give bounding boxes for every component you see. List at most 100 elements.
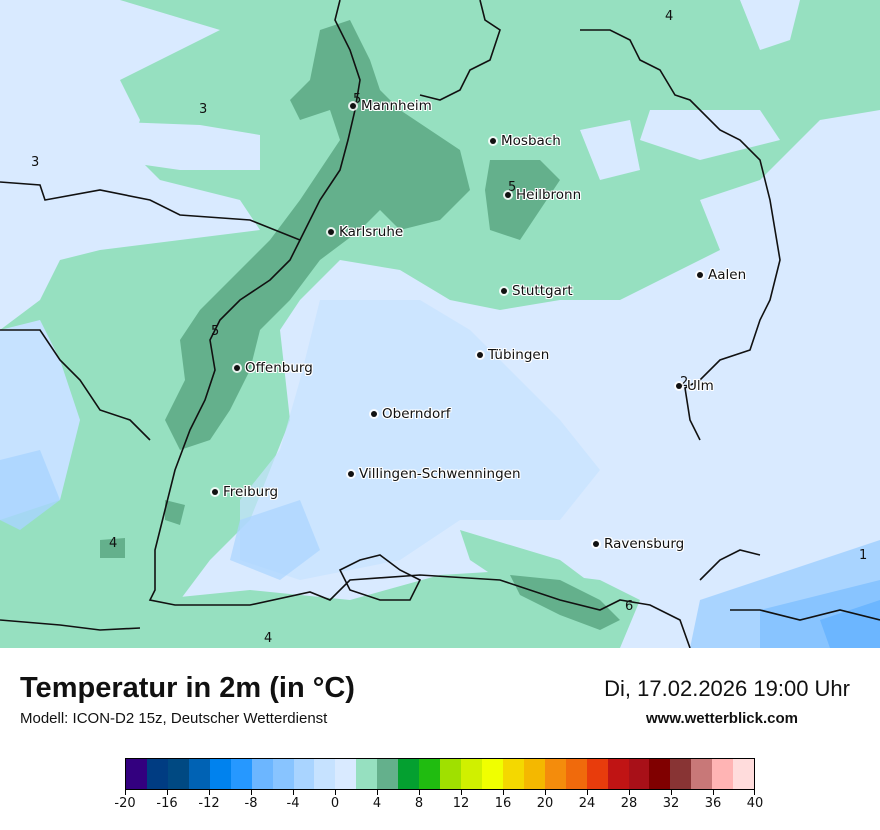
city-dot-icon	[490, 138, 496, 144]
colorbar-tick-label: 4	[372, 796, 382, 811]
city-label: Aalen	[708, 267, 747, 283]
city-label: Ulm	[687, 378, 714, 394]
colorbar-tick-label: -12	[198, 796, 220, 811]
colorbar-tick-label: 28	[620, 796, 638, 811]
colorbar-segment	[481, 759, 503, 789]
colorbar-segment	[502, 759, 524, 789]
contour-value-label: 3	[199, 102, 208, 117]
city-marker: Offenburg	[234, 360, 313, 376]
colorbar-segment	[440, 759, 461, 789]
colorbar-segment	[523, 759, 545, 789]
city-label: Villingen-Schwenningen	[359, 466, 521, 482]
colorbar-tick-label: 20	[536, 796, 554, 811]
city-label: Oberndorf	[382, 406, 451, 422]
colorbar-segment	[314, 759, 336, 789]
contour-value-label: 4	[109, 536, 118, 551]
colorbar-tick-label: 36	[704, 796, 722, 811]
colorbar-segment	[586, 759, 608, 789]
colorbar-tick-label: -8	[244, 796, 258, 811]
map-title: Temperatur in 2m (in °C)	[20, 672, 355, 704]
city-label: Mosbach	[501, 133, 561, 149]
city-marker: Mosbach	[490, 133, 561, 149]
colorbar-segment	[377, 759, 399, 789]
colorbar-tick	[293, 790, 294, 795]
colorbar-tick	[545, 790, 546, 795]
city-dot-icon	[328, 229, 334, 235]
colorbar-tick	[629, 790, 630, 795]
colorbar-segment	[126, 759, 147, 789]
colorbar-segment	[209, 759, 231, 789]
colorbar-tick	[209, 790, 210, 795]
colorbar-segment	[146, 759, 168, 789]
colorbar-segment	[691, 759, 713, 789]
colorbar-tick-label: 8	[414, 796, 424, 811]
contour-value-label: 4	[264, 631, 273, 646]
contour-value-label: 6	[625, 599, 634, 614]
city-marker: Stuttgart	[501, 283, 573, 299]
city-dot-icon	[697, 272, 703, 278]
colorbar-segment	[251, 759, 273, 789]
colorbar-segment	[419, 759, 441, 789]
city-dot-icon	[477, 352, 483, 358]
colorbar-segment	[733, 759, 755, 789]
colorbar-segment	[712, 759, 734, 789]
city-marker: Freiburg	[212, 484, 278, 500]
city-dot-icon	[350, 103, 356, 109]
city-dot-icon	[593, 541, 599, 547]
colorbar-segment	[356, 759, 378, 789]
city-marker: Tübingen	[477, 347, 549, 363]
city-label: Heilbronn	[516, 187, 582, 203]
temperature-map: 4 3 3 5 5 5 2 4 1 6 4 Mannheim Mosbach Heilbronn Karl…	[0, 0, 880, 648]
colorbar-tick-label: 12	[452, 796, 470, 811]
city-dot-icon	[676, 383, 682, 389]
city-dot-icon	[501, 288, 507, 294]
colorbar-tick	[503, 790, 504, 795]
colorbar-tick	[461, 790, 462, 795]
colorbar-tick	[335, 790, 336, 795]
colorbar-segment	[607, 759, 629, 789]
city-label: Offenburg	[245, 360, 313, 376]
colorbar-tick	[251, 790, 252, 795]
website-link[interactable]: www.wetterblick.com	[646, 710, 798, 727]
colorbar-segment	[398, 759, 420, 789]
colorbar-segment	[649, 759, 671, 789]
forecast-datetime: Di, 17.02.2026 19:00 Uhr	[604, 676, 850, 701]
colorbar-tick-label: 24	[578, 796, 596, 811]
colorbar-segment	[230, 759, 252, 789]
colorbar-tick-label: 16	[494, 796, 512, 811]
city-dot-icon	[505, 192, 511, 198]
colorbar-segment	[565, 759, 587, 789]
contour-value-label: 1	[859, 548, 868, 563]
city-marker: Ravensburg	[593, 536, 684, 552]
colorbar-tick	[377, 790, 378, 795]
colorbar-segment	[670, 759, 692, 789]
map-footer: Temperatur in 2m (in °C) Modell: ICON-D2…	[0, 648, 880, 830]
contour-value-label: 5	[353, 92, 362, 107]
colorbar-segment	[335, 759, 357, 789]
city-marker: Ulm	[676, 378, 714, 394]
temperature-colorbar	[125, 758, 755, 790]
colorbar-tick-label: -20	[114, 796, 136, 811]
city-marker: Aalen	[697, 267, 746, 283]
city-dot-icon	[234, 365, 240, 371]
city-marker: Villingen-Schwenningen	[348, 466, 521, 482]
model-info: Modell: ICON-D2 15z, Deutscher Wetterdie…	[20, 710, 328, 727]
colorbar-tick	[587, 790, 588, 795]
city-label: Karlsruhe	[339, 224, 404, 240]
temperature-field	[0, 0, 880, 648]
city-marker: Karlsruhe	[328, 224, 403, 240]
colorbar-tick	[671, 790, 672, 795]
city-dot-icon	[348, 471, 354, 477]
colorbar-segment	[461, 759, 482, 789]
colorbar-segment	[272, 759, 294, 789]
colorbar-tick-label: 0	[330, 796, 340, 811]
colorbar-segment	[628, 759, 650, 789]
city-dot-icon	[371, 411, 377, 417]
city-label: Tübingen	[488, 347, 550, 363]
colorbar-tick	[419, 790, 420, 795]
contour-value-label: 3	[31, 155, 40, 170]
colorbar-tick	[125, 790, 126, 795]
contour-value-label: 2	[680, 375, 689, 390]
colorbar-tick	[713, 790, 714, 795]
colorbar-ticks: -20 -16 -12 -8 -4 0 4 8 12 16 20 24 28 32 36 40	[114, 790, 763, 820]
